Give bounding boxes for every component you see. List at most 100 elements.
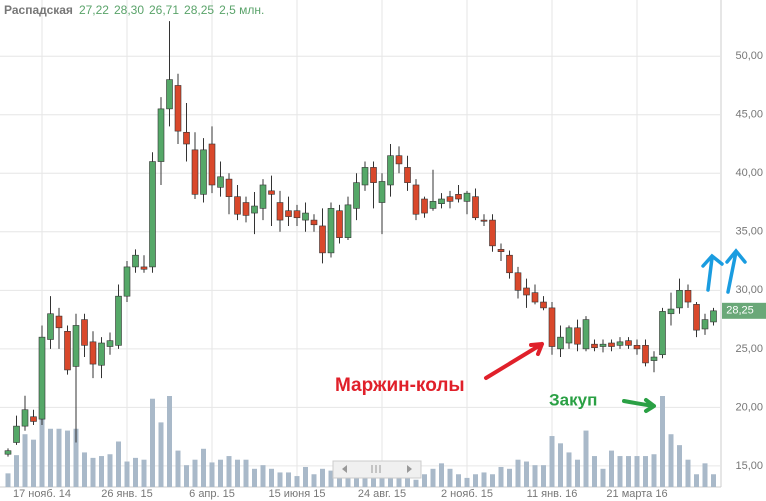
candle-body [404,167,411,183]
volume-bar [192,459,198,487]
volume-bar [447,468,453,487]
candle-body [21,409,29,427]
candle-body [429,201,437,209]
candle-body [667,308,675,315]
volume-bar [575,459,580,487]
volume-bar [702,463,708,487]
header: Распадская 27,22 28,30 26,71 28,25 2,5 млн. [4,3,269,17]
candle-body [55,315,63,329]
candle-body [514,272,522,291]
volume-bar [490,474,495,487]
volume-bar [515,459,521,487]
candle-body [455,194,462,200]
candle-body [710,310,717,323]
volume-bar [677,445,682,487]
volume-bar [413,479,419,487]
candle-body [676,290,683,309]
volume-bar [600,468,606,487]
volume-bar [124,461,130,487]
candle-body [285,210,292,217]
scroller[interactable] [332,460,422,479]
last-price-tag [722,302,766,319]
last-price-label: 28,25 [726,305,754,317]
candle-body [72,325,80,367]
candle-body [684,290,692,303]
volume-bar [99,456,104,487]
volume-bar [133,457,138,487]
volume-bar [226,456,232,487]
candle-body [548,307,556,347]
candle-body [106,340,114,347]
high: 28,30 [113,3,144,17]
candle-body [208,143,216,186]
candle-body [81,319,88,346]
candle-body [234,196,241,215]
candle-body [47,313,54,340]
y-tick-label: 20,00 [735,401,763,413]
volume-bar [235,459,240,487]
volume-bar [184,465,189,487]
volume-bar [694,474,699,487]
volume-bar [90,457,96,487]
volume-bar [668,434,674,487]
candle-body [701,319,709,330]
candle-body [659,311,666,356]
volume-bar [311,474,317,487]
volume-bar [524,461,529,487]
volume: 2,5 млн. [219,3,265,17]
volume-bar [549,436,555,487]
candle-body [183,131,190,145]
candle-body [480,219,488,222]
grid [0,0,721,487]
candle-body [225,178,233,197]
volume-bar [643,456,648,487]
candle-body [344,204,352,238]
candle-body [616,341,624,346]
candle-body [123,266,131,297]
volume-bar [660,396,665,487]
candle-body [472,196,479,219]
x-tick-label: 11 янв. 16 [527,488,578,500]
volume-bar [141,459,147,487]
x-tick-label: 6 апр. 15 [189,488,235,500]
candle-body [149,161,156,268]
scrollbar[interactable] [332,460,422,479]
candle-body [140,266,148,270]
volume-bar [634,456,640,487]
candle-body [523,287,530,296]
candle-body [438,198,445,204]
volume-bar [158,422,164,487]
candle-body [387,155,394,186]
volume-bar [362,470,368,487]
candle-body [89,341,97,365]
x-tick-label: 17 нояб. 14 [13,488,71,500]
x-tick-label: 21 марта 16 [606,488,667,500]
volume-bar [277,472,283,487]
candle-body [4,450,12,455]
candle-body [242,202,250,216]
volume-bar [558,443,563,487]
candle-body [200,149,207,195]
volume-bar [430,468,436,487]
arrows-up [701,248,747,294]
volume-bar [507,468,512,487]
annotation: Закуп [549,390,597,409]
volume-bar [405,477,410,487]
candle-body [599,343,607,347]
volume-bar [303,466,308,487]
volume-bar [388,474,393,487]
y-tick-label: 30,00 [735,284,763,296]
volume-bar [82,452,87,487]
volume-bar [439,463,444,487]
volume-bar [464,477,470,487]
scroll-grip[interactable] [371,465,381,473]
close: 28,25 [184,3,215,17]
volume-bar [456,474,461,487]
candle-body [463,192,471,202]
volume-bar [422,474,427,487]
volume-bar [167,396,172,487]
volume-bar [481,472,487,487]
candle-body [557,336,564,350]
